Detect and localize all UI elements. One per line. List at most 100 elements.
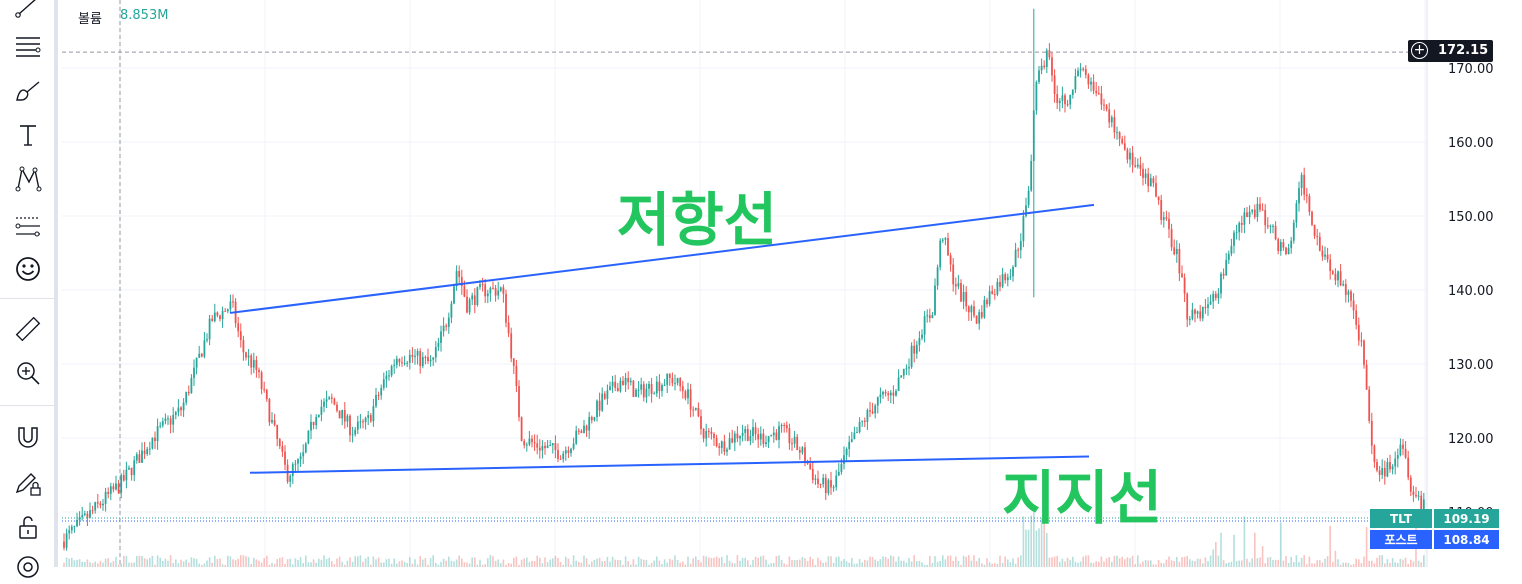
- volume-bar: [1389, 562, 1391, 567]
- candle-body: [424, 356, 427, 358]
- lock-drawing-tool[interactable]: [10, 466, 46, 500]
- volume-bar: [591, 561, 593, 567]
- volume-bar: [310, 562, 312, 567]
- candle-body: [624, 377, 627, 385]
- candle-body: [889, 392, 892, 396]
- pattern-tool[interactable]: [10, 162, 46, 196]
- volume-bar: [726, 555, 728, 567]
- volume-bar: [653, 560, 655, 567]
- candle-body: [190, 377, 193, 394]
- volume-bar: [661, 564, 663, 567]
- candle-body: [611, 381, 614, 387]
- candle-body: [824, 477, 827, 494]
- candle-body: [1149, 178, 1152, 187]
- price-axis[interactable]: 170.00160.00150.00140.00130.00120.00110.…: [1448, 62, 1494, 521]
- candle-body: [1097, 93, 1100, 95]
- candle-body: [596, 400, 598, 418]
- volume-bar: [411, 563, 414, 567]
- candle-body: [421, 356, 424, 367]
- candle-body: [1087, 74, 1090, 85]
- volume-bar: [1386, 559, 1389, 567]
- candle-body: [1316, 236, 1319, 238]
- chart-canvas[interactable]: 170.00160.00150.00140.00130.00120.00110.…: [62, 0, 1522, 567]
- volume-bar: [149, 557, 151, 567]
- volume-bar: [640, 558, 642, 567]
- candle-body: [923, 316, 926, 335]
- price-tick-label: 150.00: [1448, 210, 1494, 225]
- volume-bar: [619, 560, 622, 567]
- candle-body: [853, 432, 856, 440]
- volume-bar: [1246, 558, 1248, 567]
- candle-body: [1298, 187, 1300, 204]
- volume-bar: [325, 558, 328, 567]
- candle-body: [668, 373, 671, 378]
- candle-body: [172, 414, 175, 425]
- candle-body: [921, 334, 923, 339]
- volume-bar: [424, 558, 427, 567]
- candle-body: [338, 410, 341, 419]
- volume-bar: [1394, 562, 1396, 567]
- candle-body: [577, 430, 580, 432]
- price-tick-label: 130.00: [1448, 358, 1494, 373]
- volume-bar: [1402, 559, 1404, 567]
- candle-body: [710, 431, 713, 434]
- volume-bar: [1287, 563, 1290, 567]
- candle-body: [1142, 168, 1144, 178]
- volume-bar: [1272, 559, 1274, 567]
- candle-body: [1313, 224, 1316, 237]
- visibility-tool[interactable]: [10, 550, 46, 584]
- ruler-tool[interactable]: [10, 312, 46, 346]
- candle-body: [221, 310, 224, 320]
- volume-bar: [442, 558, 445, 567]
- candle-body: [216, 312, 219, 316]
- magnet-tool[interactable]: [10, 420, 46, 454]
- volume-bar: [271, 562, 273, 567]
- volume-bar: [939, 560, 941, 567]
- candle-body: [310, 421, 312, 431]
- volume-bar: [84, 562, 86, 567]
- unlock-tool[interactable]: [10, 510, 46, 544]
- brush-icon: [16, 81, 40, 101]
- text-icon: [20, 125, 36, 146]
- price-chart[interactable]: 170.00160.00150.00140.00130.00120.00110.…: [62, 0, 1522, 567]
- candle-body: [588, 417, 591, 431]
- candle-body: [1311, 211, 1313, 225]
- candle-body: [965, 291, 968, 307]
- candle-body: [609, 386, 611, 391]
- emoji-tool[interactable]: [10, 252, 46, 286]
- volume-bar: [398, 561, 401, 567]
- candle-body: [1053, 75, 1056, 95]
- volume-bar: [853, 563, 856, 567]
- candle-body: [104, 491, 107, 504]
- candle-body: [528, 438, 531, 445]
- volume-bar: [565, 556, 567, 567]
- candle-body: [1360, 340, 1363, 342]
- drawing-toolbar: [0, 0, 58, 578]
- volume-bar: [390, 563, 393, 567]
- add-alert-icon[interactable]: +: [1411, 42, 1428, 59]
- horizontal-lines-tool[interactable]: [10, 28, 46, 62]
- candle-body: [1110, 117, 1113, 123]
- candle-body: [1082, 68, 1085, 70]
- volume-bar: [1368, 560, 1370, 567]
- candle-body: [281, 446, 284, 452]
- volume-bar: [601, 561, 603, 567]
- brush-tool[interactable]: [10, 74, 46, 108]
- cursor-line-tool[interactable]: [10, 0, 46, 24]
- candle-body: [317, 414, 320, 417]
- candle-body: [939, 240, 942, 268]
- candle-body: [1108, 109, 1111, 123]
- volume-bar: [396, 563, 398, 567]
- candle-body: [1279, 242, 1282, 252]
- candle-body: [406, 362, 409, 364]
- text-tool[interactable]: [10, 118, 46, 152]
- volume-bar: [864, 559, 866, 567]
- candle-body: [551, 443, 554, 446]
- zoom-in-tool[interactable]: [10, 356, 46, 390]
- candle-body: [1214, 293, 1217, 299]
- candle-body: [692, 409, 695, 411]
- volume-bar: [684, 564, 687, 567]
- volume-bar: [123, 555, 125, 567]
- candle-body: [1090, 81, 1092, 85]
- forecast-tool[interactable]: [10, 208, 46, 242]
